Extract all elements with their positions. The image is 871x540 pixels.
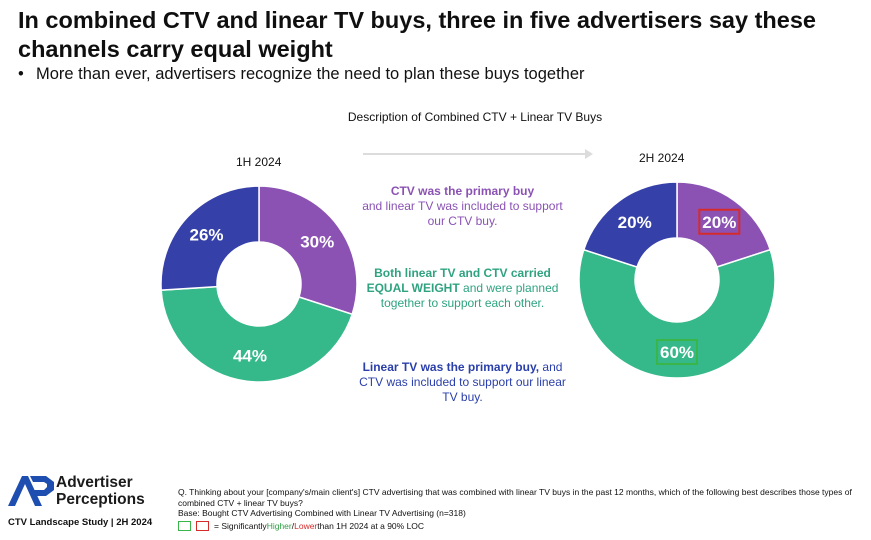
legend-ctv-primary: CTV was the primary buy and linear TV wa… xyxy=(355,184,570,229)
advertiser-perceptions-logo xyxy=(8,476,54,506)
footnote-base: Base: Bought CTV Advertising Combined wi… xyxy=(178,508,466,518)
slide-title: In combined CTV and linear TV buys, thre… xyxy=(18,7,816,62)
logo-line-1: Advertiser xyxy=(56,474,133,491)
period-label-2h-2024: 2H 2024 xyxy=(639,151,685,165)
data-label-ctv-primary: 20% xyxy=(702,213,736,232)
chart-title: Description of Combined CTV + Linear TV … xyxy=(347,110,603,124)
data-label-ctv-primary: 30% xyxy=(300,233,334,252)
higher-box-icon xyxy=(178,521,191,531)
significance-box-higher xyxy=(656,339,698,365)
donut-slice-ctv-primary xyxy=(258,185,358,316)
donut-chart-2h-2024: 20% 60% 20% xyxy=(578,181,776,379)
legend-equal-weight-bold: EQUAL WEIGHT xyxy=(366,281,460,295)
legend-equal-weight-part-a: Both linear TV and CTV carried xyxy=(374,266,551,280)
legend-higher: Higher xyxy=(266,521,292,531)
significance-box-lower xyxy=(698,208,741,235)
data-label-equal-weight: 44% xyxy=(233,346,267,365)
donut-chart-1h-2024: 30% 44% 26% xyxy=(160,185,358,383)
logo-wordmark: Advertiser Perceptions xyxy=(56,474,145,508)
bullet-text: More than ever, advertisers recognize th… xyxy=(36,65,585,83)
legend-linear-primary-bold: Linear TV was the primary buy, xyxy=(362,360,540,374)
study-label: CTV Landscape Study | 2H 2024 xyxy=(8,517,153,528)
legend-linear-primary: Linear TV was the primary buy, and CTV w… xyxy=(355,360,570,405)
legend-ctv-primary-bold: CTV was the primary buy xyxy=(390,184,535,198)
legend-prefix: = Significantly xyxy=(214,521,267,531)
bullet-icon: • xyxy=(18,65,24,83)
donut-slice-linear-primary xyxy=(582,181,678,268)
donut-slice-linear-primary xyxy=(160,185,260,291)
legend-sep: / xyxy=(291,521,295,531)
data-label-linear-primary: 20% xyxy=(618,213,652,232)
legend-ctv-primary-text: and linear TV was included to support ou… xyxy=(362,199,563,228)
data-label-linear-primary: 26% xyxy=(189,226,223,245)
footnote: Q. Thinking about your [company's/main c… xyxy=(178,487,868,519)
donut-slice-ctv-primary xyxy=(676,181,772,268)
legend-lower: Lower xyxy=(294,521,318,531)
legend-equal-weight: Both linear TV and CTV carried EQUAL WEI… xyxy=(355,266,570,311)
data-label-equal-weight: 60% xyxy=(660,343,694,362)
logo-line-2: Perceptions xyxy=(56,491,145,508)
lower-box-icon xyxy=(196,521,209,531)
arrow-right-icon xyxy=(363,149,593,159)
legend-equal-weight-part-b: and were planned together to support eac… xyxy=(380,281,559,310)
donut-slice-equal-weight xyxy=(160,285,354,383)
period-label-1h-2024: 1H 2024 xyxy=(236,155,282,169)
legend-linear-primary-text: and CTV was included to support our line… xyxy=(359,360,566,404)
bullet-point: • More than ever, advertisers recognize t… xyxy=(18,65,585,84)
donut-slice-equal-weight xyxy=(578,248,776,379)
footnote-question: Q. Thinking about your [company's/main c… xyxy=(178,487,852,508)
legend-suffix: than 1H 2024 at a 90% LOC xyxy=(317,521,425,531)
significance-legend: = Significantly Higher / Lower than 1H 2… xyxy=(178,521,424,531)
